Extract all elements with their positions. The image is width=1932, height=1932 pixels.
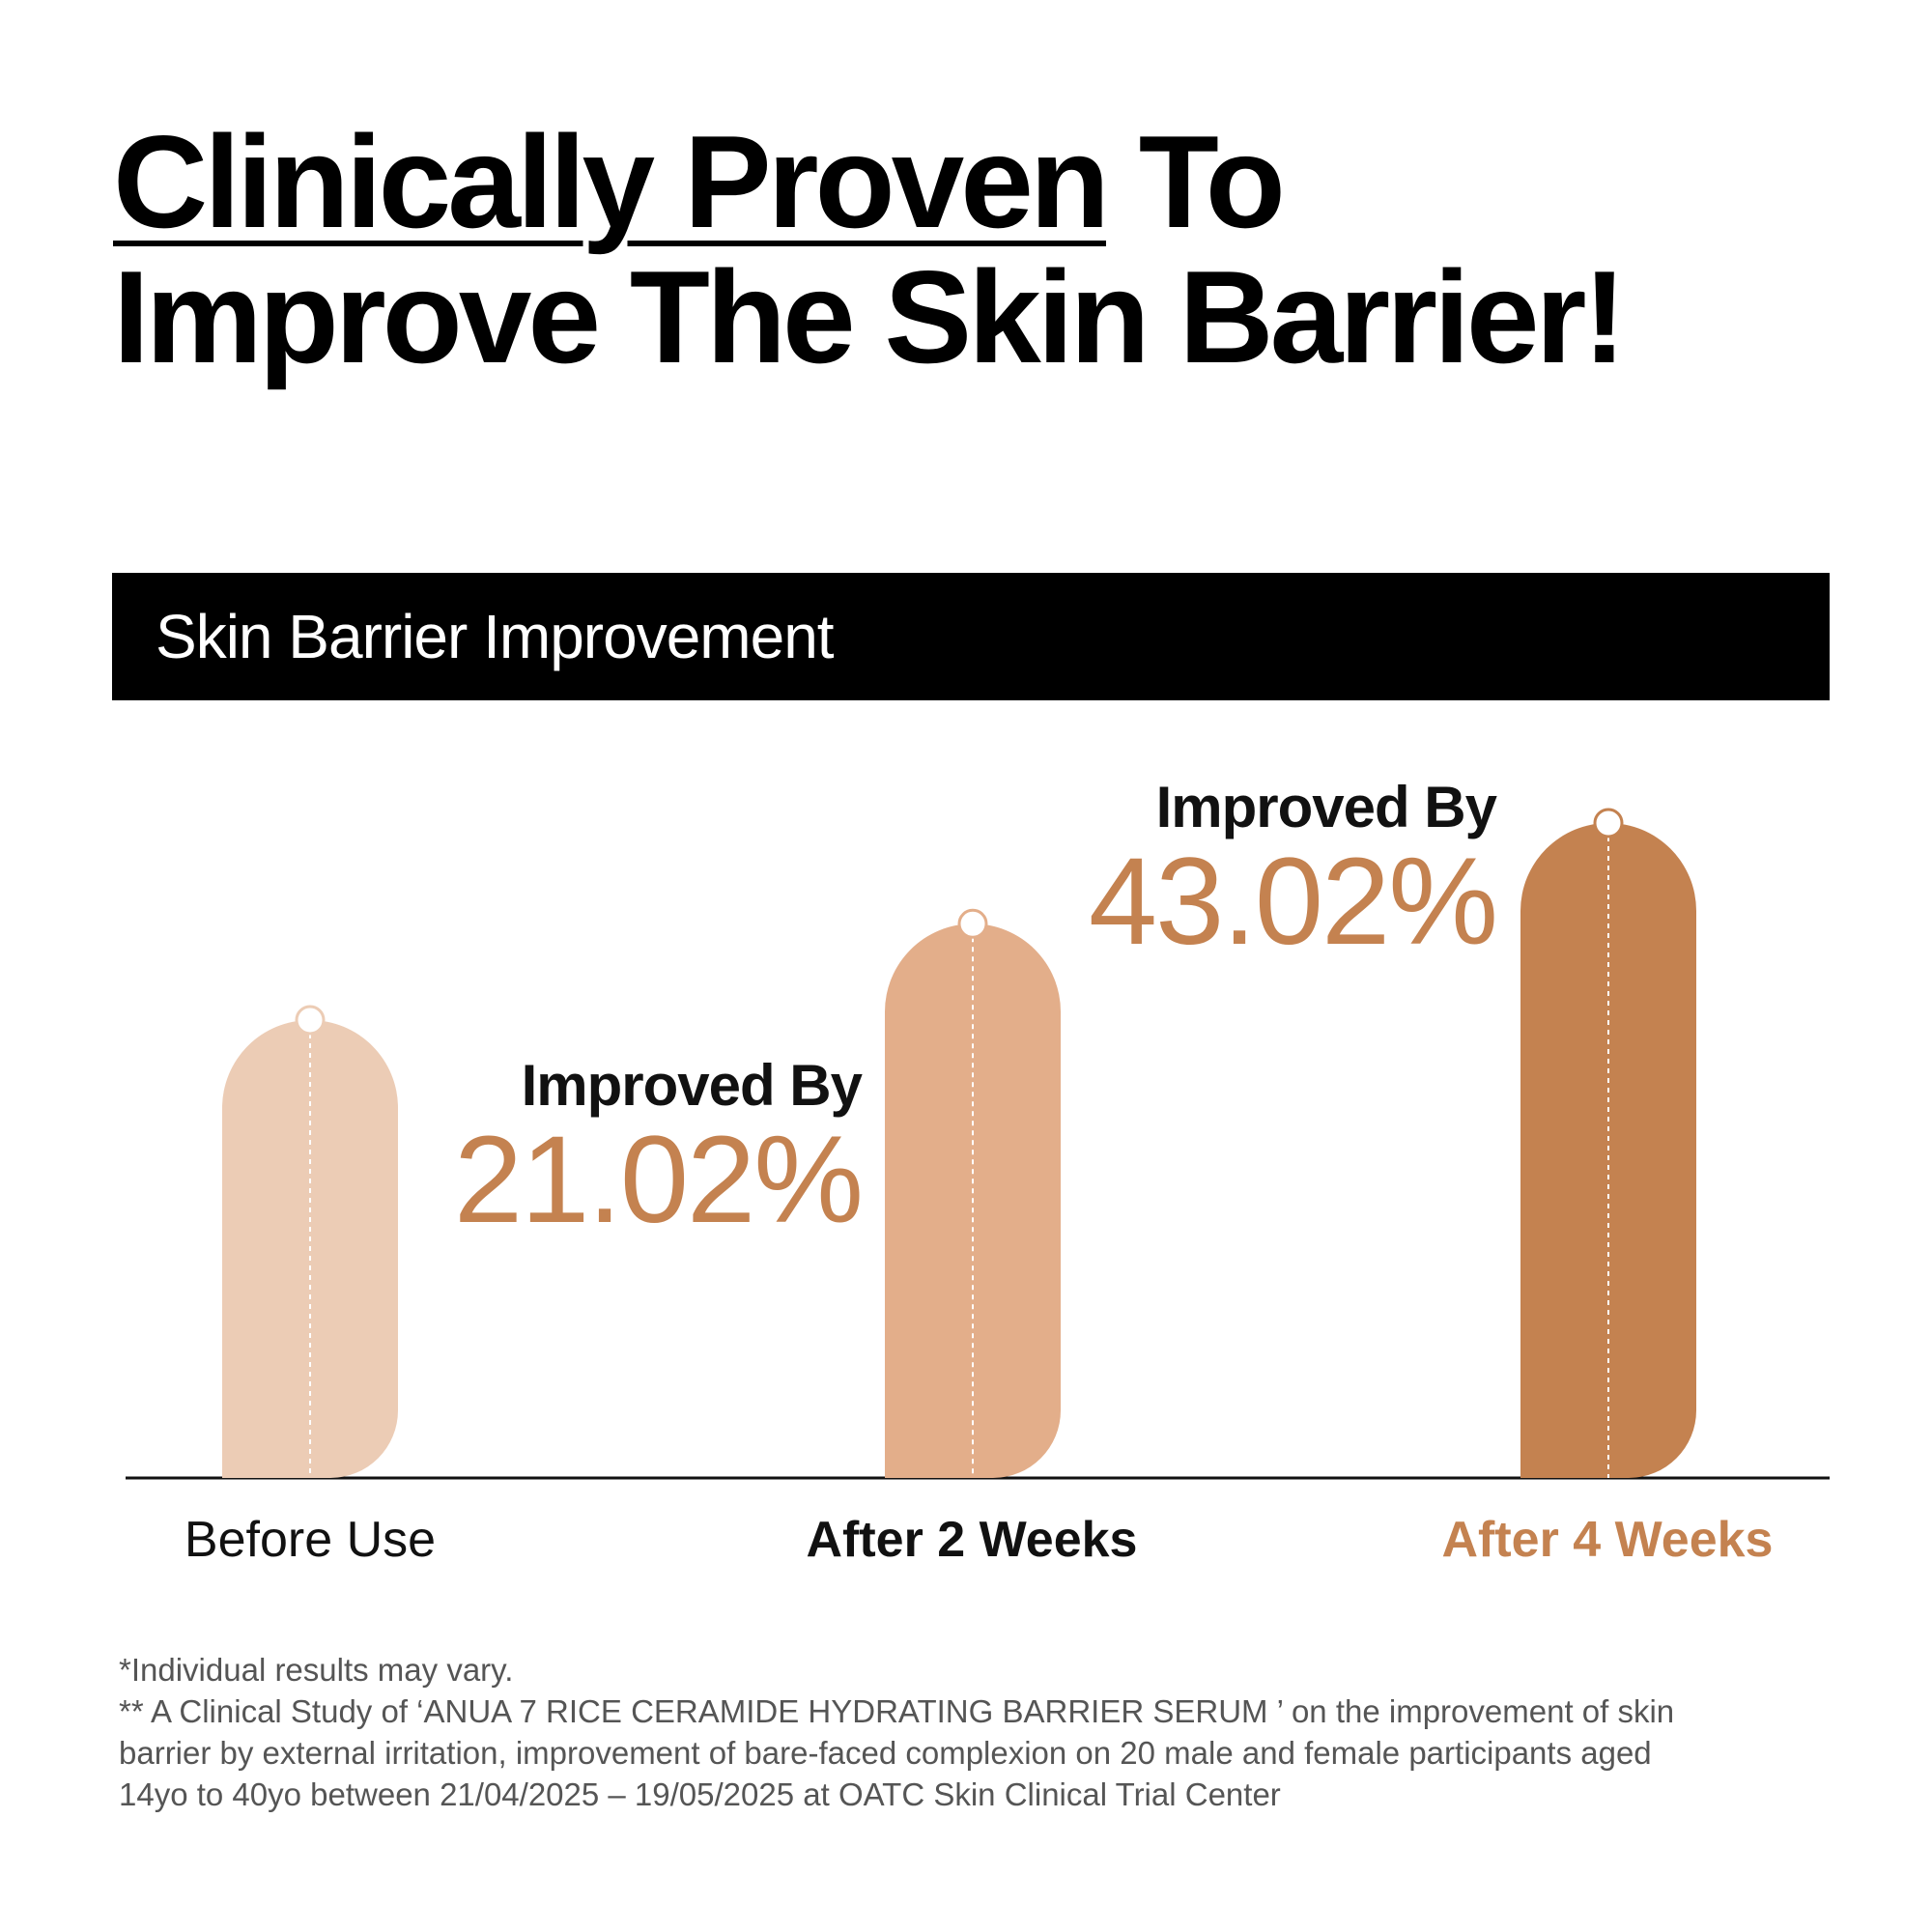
callout-label: Improved By <box>521 1053 863 1118</box>
x-label-after-2-weeks: After 2 Weeks <box>806 1512 1138 1568</box>
callout-value: 43.02% <box>1088 833 1498 971</box>
footnotes: *Individual results may vary. ** A Clini… <box>119 1649 1858 1815</box>
headline-rest: To <box>1105 108 1286 255</box>
footnote-line: *Individual results may vary. <box>119 1652 514 1688</box>
chart-title-banner: Skin Barrier Improvement <box>112 573 1830 700</box>
callout-label: Improved By <box>1155 775 1497 839</box>
bar-before-use <box>222 1005 398 1478</box>
callout-value: 21.02% <box>453 1111 864 1249</box>
bar-after-2-weeks <box>885 908 1061 1478</box>
callout-2-weeks: Improved By 21.02% <box>453 1053 864 1249</box>
chart-title: Skin Barrier Improvement <box>156 602 835 671</box>
footnote-line: 14yo to 40yo between 21/04/2025 – 19/05/… <box>119 1776 1281 1812</box>
bar-after-4-weeks <box>1520 808 1696 1478</box>
bar-top-marker <box>957 908 988 939</box>
headline-underlined: Clinically Proven <box>113 108 1110 255</box>
x-label-before-use: Before Use <box>184 1512 437 1568</box>
headline-line-2: Improve The Skin Barrier! <box>113 243 1627 390</box>
bar-top-marker <box>1593 808 1624 838</box>
footnote-line: barrier by external irritation, improvem… <box>119 1735 1652 1771</box>
x-label-after-4-weeks: After 4 Weeks <box>1441 1512 1774 1568</box>
headline: Clinically Proven To Improve The Skin Ba… <box>113 114 1852 384</box>
footnote-line: ** A Clinical Study of ‘ANUA 7 RICE CERA… <box>119 1693 1675 1729</box>
callout-4-weeks: Improved By 43.02% <box>1088 775 1498 971</box>
headline-line-1: Clinically Proven To <box>113 114 1852 249</box>
bar-top-marker <box>295 1005 326 1036</box>
